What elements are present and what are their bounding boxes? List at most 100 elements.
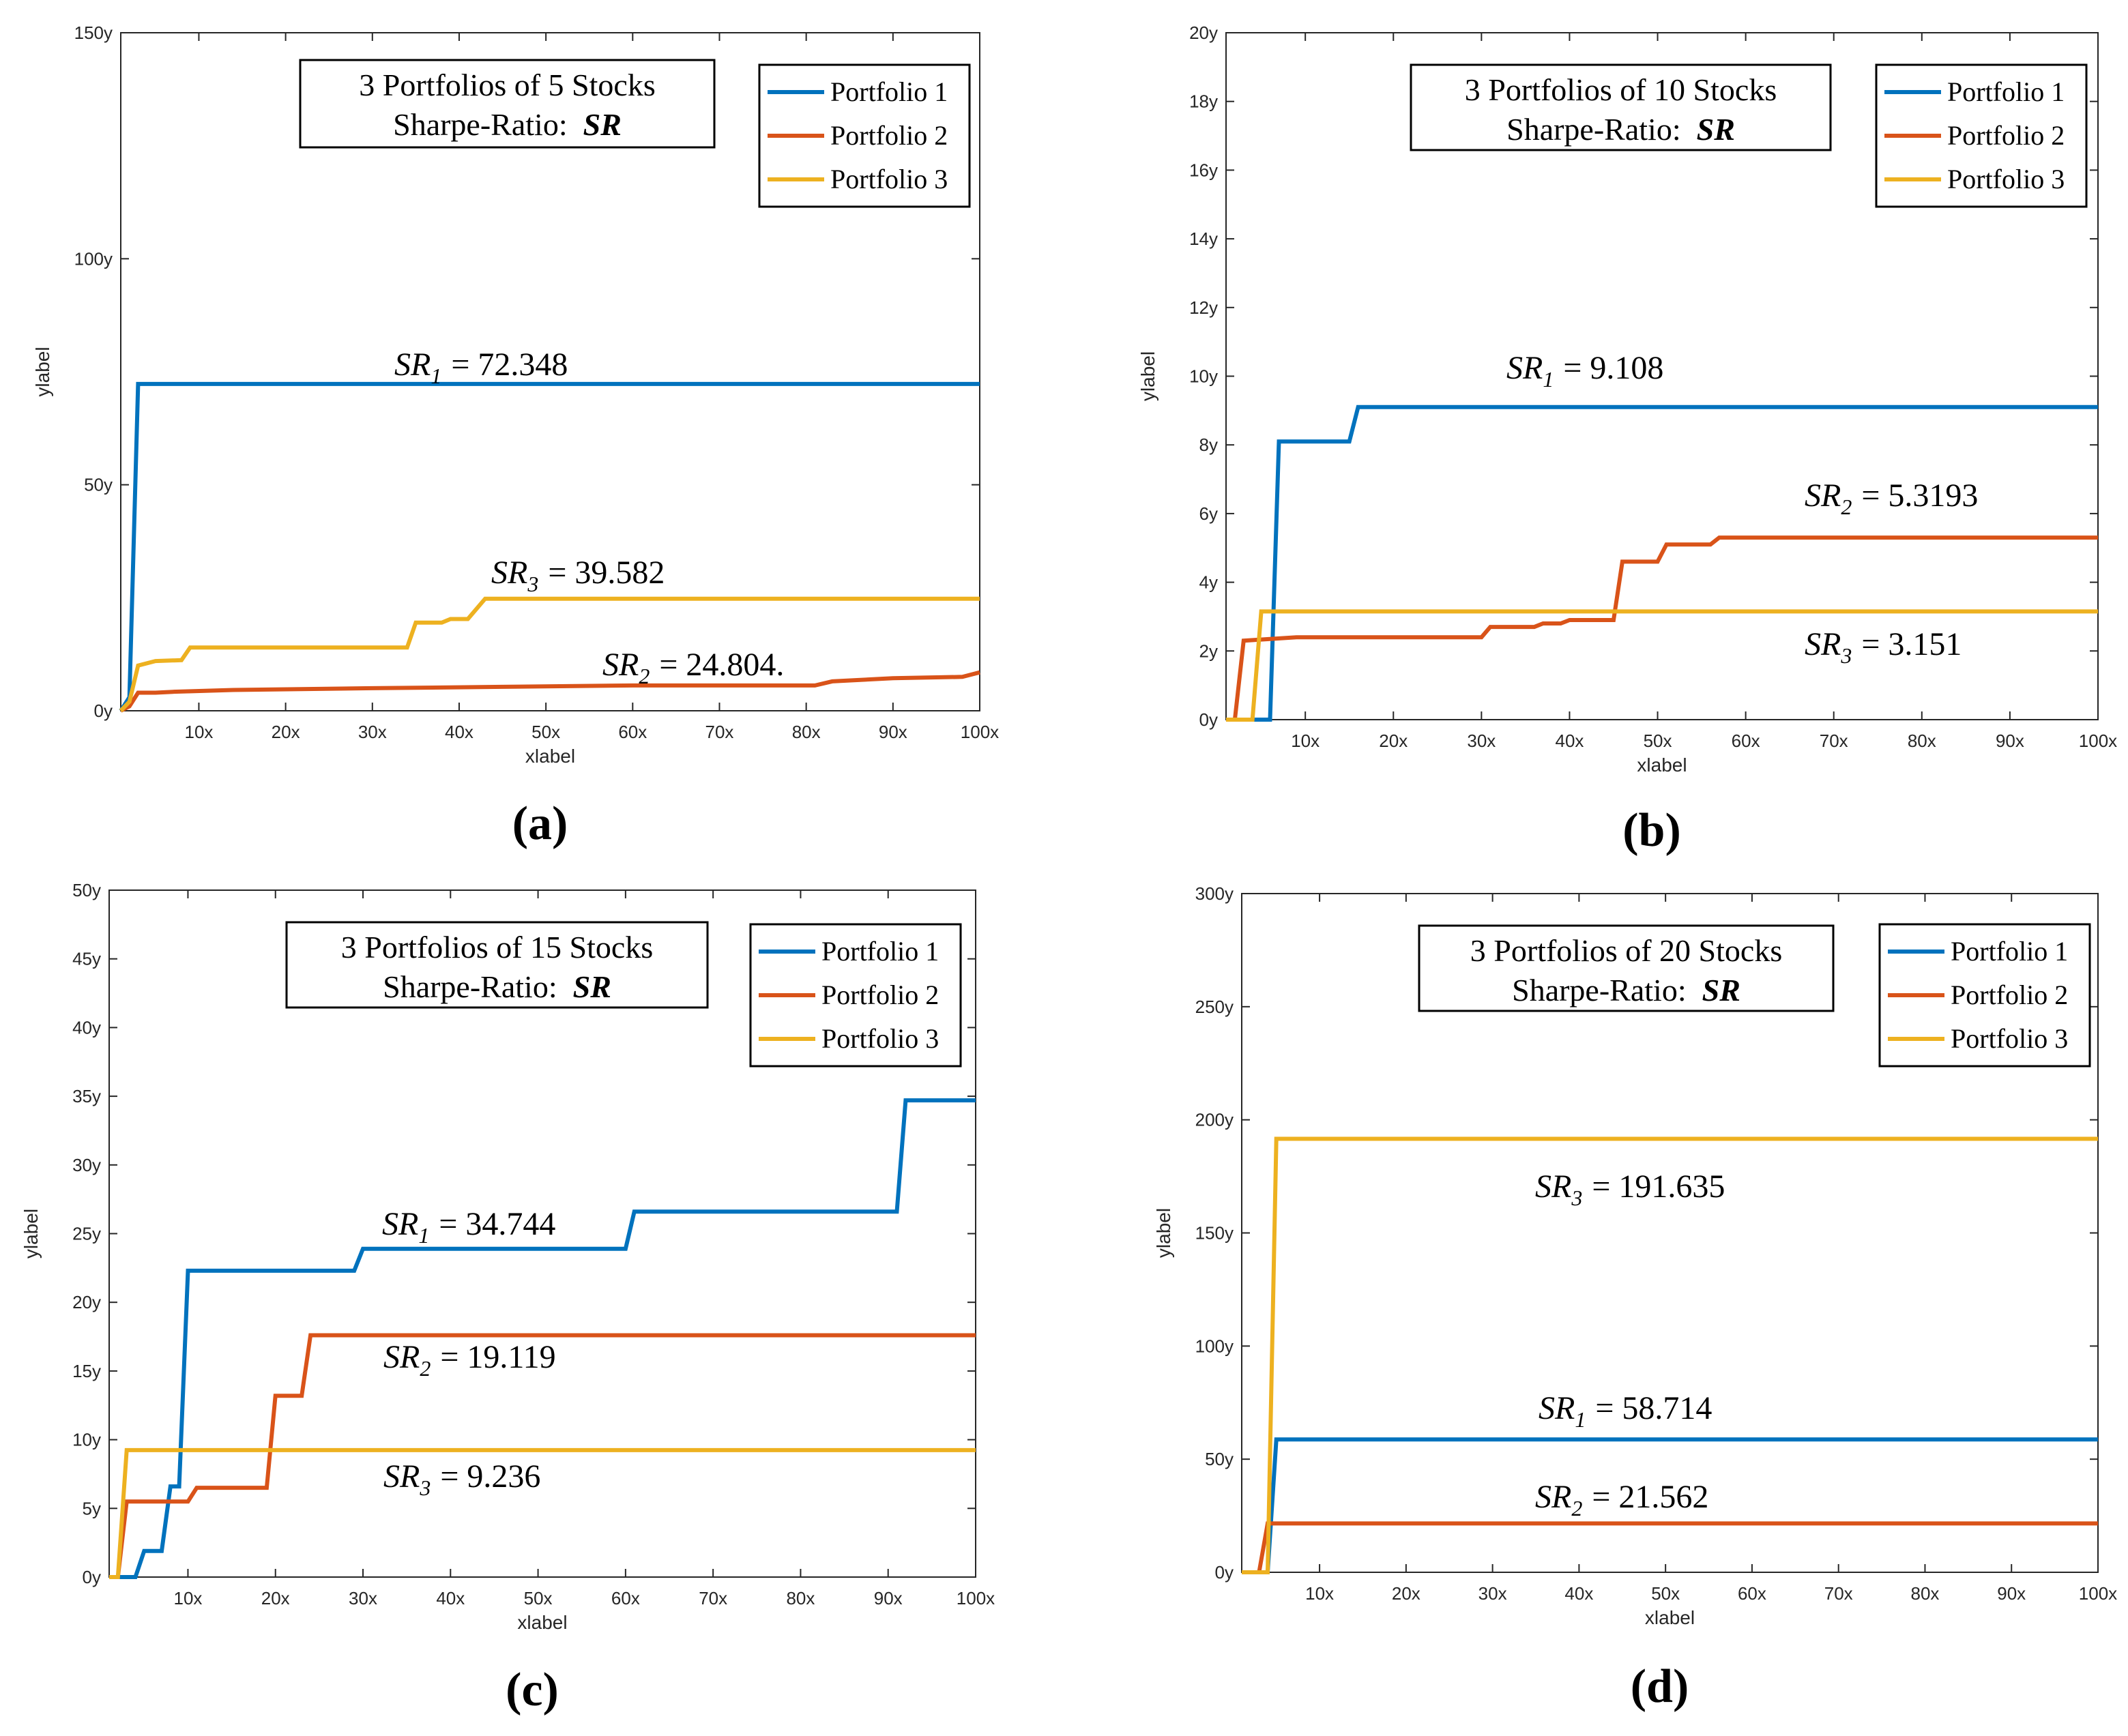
sr-annotation-2: SR2 = 24.804. [602,647,784,688]
series-line-portfolio-3 [119,596,980,713]
y-tick-label: 45y [72,949,101,969]
x-tick-label: 20x [1379,731,1408,751]
legend-box [758,63,971,208]
x-tick-label: 10x [1305,1583,1334,1604]
chart-title-line2: Sharpe-Ratio: SR [1506,112,1735,147]
sr-annotation-2: SR2 = 19.119 [383,1339,556,1381]
x-tick-label: 40x [436,1588,465,1608]
chart-panel-c: 10x 20x 30x 40x 50x 60x 70x 80x 90x 100x0y5y10y15… [20,880,995,1716]
legend-label-portfolio-3: Portfolio 3 [830,164,948,194]
x-tick-label: 40x [1564,1583,1593,1604]
y-axis-label: ylabel [20,1209,42,1259]
title-box [285,921,709,1009]
sr-annotation-base: SR [1805,626,1841,662]
legend-label-portfolio-1: Portfolio 1 [1951,936,2068,967]
x-tick-label: 70x [1820,731,1848,751]
sr-annotation-subscript: 3 [419,1475,431,1500]
x-tick-label: 30x [1467,731,1496,751]
series-line-portfolio-1 [109,1098,976,1579]
x-axis-label: xlabel [517,1612,567,1633]
sr-annotation-subscript: 3 [527,572,538,596]
x-tick-label: 100x [2079,1583,2117,1604]
y-tick-label: 50y [84,475,113,495]
x-tick-label: 60x [611,1588,640,1608]
sr-annotation-2: SR2 = 21.562 [1535,1479,1708,1520]
sr-annotation-1: SR1 = 9.108 [1506,350,1663,392]
x-tick-label: 50x [1651,1583,1680,1604]
panel-caption: (a) [512,797,568,850]
x-tick-label: 60x [1732,731,1760,751]
y-axis-label: ylabel [32,347,53,396]
y-tick-label: 18y [1189,91,1218,112]
chart-title-space [568,107,583,142]
x-tick-label: 60x [1738,1583,1766,1604]
axes-frame [120,32,980,711]
sr-annotation-value: = 34.744 [439,1206,555,1242]
sr-annotation-value: = 9.108 [1563,350,1663,386]
x-tick-label: 100x [2079,731,2117,751]
y-tick-label: 10y [1189,366,1218,387]
y-tick-label: 35y [72,1086,101,1106]
sr-annotation-2: SR2 = 5.3193 [1805,477,1978,519]
y-tick-label: 20y [1189,23,1218,43]
chart-title-line2: Sharpe-Ratio: SR [383,969,611,1004]
chart-title-line1: 3 Portfolios of 5 Stocks [359,68,655,102]
legend-label-portfolio-1: Portfolio 1 [821,936,939,967]
chart-title-line2: Sharpe-Ratio: SR [393,107,622,142]
x-tick-label: 100x [961,722,999,742]
chart-title-bold: SR [1702,973,1740,1007]
sr-annotation-3: SR3 = 39.582 [491,555,665,596]
x-tick-label: 20x [272,722,300,742]
sr-annotation-base: SR [383,1458,420,1495]
sr-annotation-base: SR [491,555,527,591]
chart-title-bold: SR [583,107,622,142]
chart-title-line2: Sharpe-Ratio: SR [1512,973,1740,1007]
y-axis-label: ylabel [1153,1208,1174,1258]
x-tick-label: 80x [786,1588,815,1608]
chart-panel-a: 10x 20x 30x 40x 50x 60x 70x 80x 90x 100x 0y 50y 100y… [32,23,999,850]
x-tick-label: 50x [531,722,560,742]
sr-annotation-base: SR [383,1339,420,1375]
sr-annotation-base: SR [602,647,639,683]
x-tick-label: 60x [618,722,647,742]
y-tick-label: 6y [1199,503,1218,524]
y-tick-label: 100y [1195,1336,1234,1356]
y-tick-label: 20y [72,1292,101,1312]
chart-title-bold: SR [573,969,611,1004]
sr-annotation-value: = 19.119 [440,1339,555,1375]
legend-label-portfolio-1: Portfolio 1 [1947,76,2065,107]
chart-title-prefix: Sharpe-Ratio: [1506,112,1681,147]
sr-annotation-value: = 21.562 [1592,1479,1708,1515]
chart-title-line1: 3 Portfolios of 15 Stocks [341,930,653,965]
x-tick-label: 30x [349,1588,377,1608]
sr-annotation-subscript: 1 [1543,367,1554,392]
x-tick-label: 90x [1996,731,2024,751]
y-tick-label: 100y [74,248,113,269]
series-line-portfolio-2 [1226,535,2098,722]
y-tick-label: 8y [1199,435,1218,455]
y-tick-label: 16y [1189,160,1218,180]
sr-annotation-3: SR3 = 3.151 [1805,626,1962,668]
sr-annotation-base: SR [1535,1479,1571,1515]
x-tick-label: 40x [1555,731,1584,751]
y-tick-label: 150y [1195,1223,1234,1244]
x-tick-label: 70x [705,722,734,742]
x-tick-label: 40x [445,722,473,742]
x-tick-label: 30x [358,722,387,742]
sr-annotation-base: SR [394,347,431,383]
series-line-portfolio-1 [1226,404,2098,722]
sr-annotation-subscript: 2 [420,1356,431,1381]
x-axis-label: xlabel [1645,1607,1695,1628]
x-tick-label: 20x [1392,1583,1420,1604]
y-tick-label: 30y [72,1155,101,1175]
panel-caption: (c) [506,1664,559,1716]
legend-label-portfolio-2: Portfolio 2 [1951,980,2068,1010]
x-tick-label: 80x [792,722,821,742]
legend-label-portfolio-2: Portfolio 2 [830,120,948,151]
chart-title-line1: 3 Portfolios of 20 Stocks [1470,933,1782,968]
sr-annotation-1: SR1 = 34.744 [382,1206,555,1248]
x-tick-label: 80x [1908,731,1936,751]
legend-label-portfolio-3: Portfolio 3 [1951,1023,2068,1054]
x-tick-label: 10x [173,1588,202,1608]
